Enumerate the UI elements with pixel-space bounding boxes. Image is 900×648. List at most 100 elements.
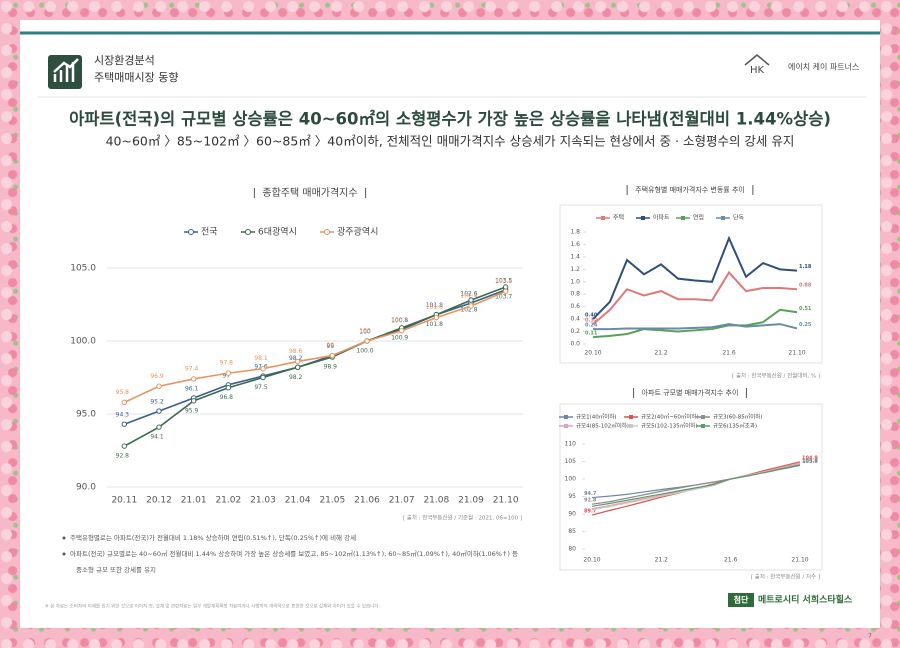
data-label: 98.1 (254, 355, 268, 362)
legend-marker (681, 216, 685, 220)
legend-label: 규모6(135㎡초과) (713, 422, 757, 430)
legend-label: 전국 (201, 227, 218, 238)
series-line (591, 464, 801, 507)
brand-tag: 첨단 (734, 595, 749, 605)
x-tick-label: 21.02 (215, 496, 241, 506)
bullet-dot (62, 552, 66, 556)
legend-marker (564, 424, 568, 428)
series-line (591, 462, 801, 510)
point (329, 352, 336, 359)
data-label: 102.4 (460, 292, 477, 299)
legend-label: 규모3(60-85㎡이하) (713, 413, 763, 421)
bullet: 주택유형별로는 아파트(전국)가 전월대비 1.18% 상승하며 연립(0.51… (70, 533, 356, 542)
x-tick-label: 21.2 (654, 350, 668, 357)
x-tick-label: 20.12 (146, 496, 172, 506)
y-tick-label: 100.0 (70, 337, 96, 347)
data-label: 98.9 (324, 364, 338, 371)
data-label: 101.8 (426, 302, 443, 309)
data-label: 100 (359, 329, 371, 336)
x-tick-label: 20.11 (111, 496, 137, 506)
legend-marker (701, 415, 705, 419)
data-label: 103.4 (495, 278, 512, 285)
bullet: 아파트(전국) 규모별로는 40~60㎡ 전월대비 1.44% 상승하며 가장 … (70, 549, 518, 558)
point (502, 284, 509, 290)
legend-label: 광주광역시 (337, 226, 378, 238)
x-tick-label: 21.10 (791, 557, 808, 564)
data-label: 92.8 (584, 498, 597, 504)
x-tick-label: 21.05 (319, 496, 345, 506)
point (156, 383, 162, 389)
y-tick-label: 0.6 (570, 303, 580, 310)
y-tick-label: 1.6 (570, 241, 580, 248)
point (190, 376, 197, 382)
data-label: 102.6 (460, 291, 477, 298)
x-tick-label: 21.03 (250, 496, 276, 506)
legend-marker (601, 216, 605, 220)
y-tick-label: 0.8 (570, 291, 580, 298)
legend-marker (641, 216, 645, 220)
data-label: 99 (327, 343, 335, 350)
point (433, 314, 440, 321)
data-label: 98.2 (289, 374, 303, 381)
legend-marker (245, 229, 251, 235)
data-label: 98.6 (289, 348, 303, 355)
data-label: 96.1 (185, 385, 199, 392)
point (121, 399, 128, 406)
legend-label: 규모2(40㎡~60㎡이하) (641, 413, 699, 421)
data-label: 104.2 (802, 458, 818, 464)
y-tick-label: 1.2 (570, 266, 580, 273)
data-label: 94.3 (116, 412, 130, 419)
page-number: 7 (868, 633, 872, 640)
brand-name: 메트로시티 서희스타힐스 (758, 594, 853, 606)
data-label: 98.2 (289, 355, 303, 362)
logo-roof (744, 54, 770, 66)
data-label: 104.9 (802, 455, 818, 461)
data-label: 95.2 (150, 399, 164, 406)
chart-box (559, 204, 823, 364)
x-tick-label: 21.01 (181, 496, 207, 506)
data-label: 0.11 (585, 331, 598, 337)
brand-tag-bg (728, 593, 754, 607)
data-label: 0.25 (799, 322, 812, 328)
y-tick-label: 80 (568, 546, 576, 553)
data-label: 97.4 (185, 365, 199, 372)
data-label: 100.0 (356, 348, 373, 355)
y-tick-label: 1.4 (570, 253, 580, 260)
point (190, 398, 197, 404)
data-label: 95.9 (185, 407, 199, 414)
data-label: 94.7 (584, 491, 597, 497)
y-tick-label: 100 (565, 476, 577, 483)
data-label: 1.18 (799, 264, 812, 270)
point (364, 338, 370, 344)
y-tick-label: 90.0 (76, 483, 96, 493)
y-tick-label: 85 (568, 528, 576, 535)
logo-name: 에이치 케이 파트너스 (788, 62, 859, 72)
x-tick-label: 21.06 (354, 496, 380, 506)
point (260, 374, 266, 381)
data-label: 102.8 (460, 307, 477, 314)
legend-marker (629, 424, 633, 428)
x-tick-label: 21.09 (458, 496, 484, 506)
legend-label: 6대광역시 (258, 226, 297, 238)
x-tick-label: 21.08 (423, 496, 449, 506)
data-label: 0.40 (585, 313, 598, 319)
y-tick-label: 110 (565, 441, 577, 448)
y-tick-label: 90 (568, 511, 576, 518)
headline: 아파트(전국)의 규모별 상승률은 40~60㎡의 소형평수가 가장 높은 상승… (69, 109, 831, 129)
source-note: [ 출처 : 한국부동산원 / 기준월 : 2021. 06=100 ] (403, 514, 522, 522)
point (225, 370, 232, 376)
data-label: 0.24 (585, 323, 598, 329)
icon-glyph (53, 58, 79, 82)
data-label: 101.8 (426, 321, 443, 328)
subheadline: 40~60㎡ 〉85~102㎡ 〉60~85㎡ 〉40㎡이하, 전체적인 매매가… (106, 134, 795, 149)
y-tick-label: 0.0 (570, 341, 580, 348)
data-label: 95.8 (116, 389, 130, 396)
data-label: 97 (223, 372, 231, 379)
y-tick-label: 105.0 (70, 264, 96, 274)
point (468, 297, 474, 303)
point (398, 328, 405, 334)
series-line (592, 270, 798, 325)
bullet: 중소형 규모 또한 강세를 유지 (76, 565, 156, 574)
x-tick-label: 20.10 (584, 350, 601, 357)
